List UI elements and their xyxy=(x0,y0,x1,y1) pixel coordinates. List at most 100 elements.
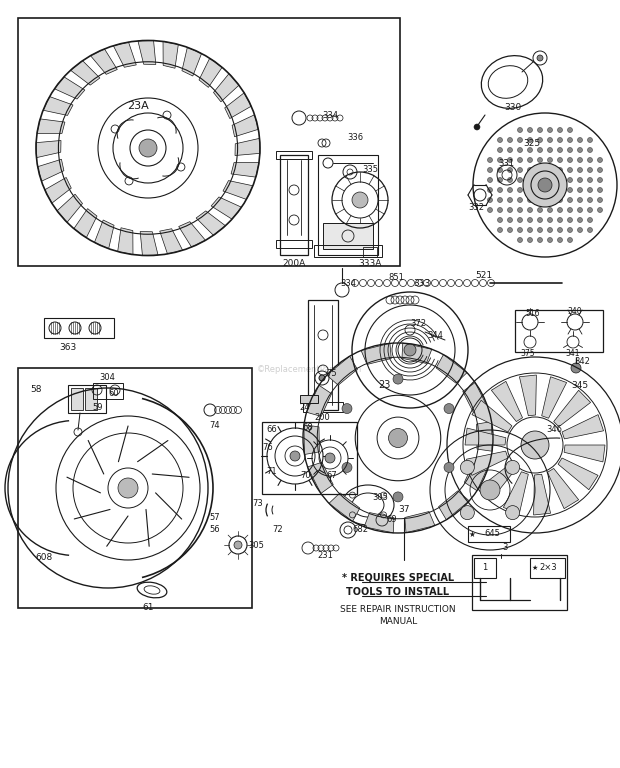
Circle shape xyxy=(474,124,480,130)
Circle shape xyxy=(547,157,552,163)
Circle shape xyxy=(557,227,562,233)
Text: 1: 1 xyxy=(482,564,487,572)
Polygon shape xyxy=(503,472,528,513)
Circle shape xyxy=(342,462,352,472)
Bar xyxy=(276,151,312,159)
Text: 335: 335 xyxy=(362,165,378,174)
Text: 37: 37 xyxy=(398,505,410,515)
Circle shape xyxy=(497,227,502,233)
Text: 345: 345 xyxy=(572,380,588,389)
Polygon shape xyxy=(534,475,551,515)
Circle shape xyxy=(567,147,572,153)
Circle shape xyxy=(567,217,572,223)
Circle shape xyxy=(518,217,523,223)
Polygon shape xyxy=(364,512,394,533)
Bar xyxy=(18,18,400,266)
Text: 341: 341 xyxy=(565,349,580,357)
Text: 346: 346 xyxy=(546,425,562,435)
Text: 2×3: 2×3 xyxy=(539,564,557,572)
Polygon shape xyxy=(436,355,467,383)
Circle shape xyxy=(557,177,562,183)
Text: 336: 336 xyxy=(347,133,363,141)
Circle shape xyxy=(547,197,552,203)
Text: 74: 74 xyxy=(210,421,220,429)
Circle shape xyxy=(497,147,502,153)
Polygon shape xyxy=(91,49,117,74)
Circle shape xyxy=(508,197,513,203)
Circle shape xyxy=(518,227,523,233)
Circle shape xyxy=(577,177,583,183)
Circle shape xyxy=(521,431,549,459)
Circle shape xyxy=(567,207,572,213)
Circle shape xyxy=(567,187,572,193)
Circle shape xyxy=(480,480,500,500)
Bar xyxy=(318,155,378,255)
Circle shape xyxy=(577,217,583,223)
Text: 69: 69 xyxy=(387,515,397,525)
Circle shape xyxy=(577,197,583,203)
Bar xyxy=(280,155,308,255)
Polygon shape xyxy=(466,451,508,475)
Polygon shape xyxy=(492,382,523,422)
Polygon shape xyxy=(113,42,136,68)
Polygon shape xyxy=(232,114,259,137)
Circle shape xyxy=(497,167,502,173)
Text: 332: 332 xyxy=(468,204,484,213)
Circle shape xyxy=(319,375,325,381)
Polygon shape xyxy=(211,197,241,219)
Circle shape xyxy=(393,374,403,384)
Circle shape xyxy=(497,187,502,193)
Bar xyxy=(68,385,106,413)
Circle shape xyxy=(528,217,533,223)
Text: 72: 72 xyxy=(273,525,283,535)
Bar xyxy=(262,422,357,494)
Circle shape xyxy=(577,167,583,173)
Circle shape xyxy=(557,147,562,153)
Bar xyxy=(44,318,114,338)
Polygon shape xyxy=(329,493,360,521)
Circle shape xyxy=(528,197,533,203)
Polygon shape xyxy=(554,390,591,427)
Text: 24: 24 xyxy=(299,402,310,412)
Circle shape xyxy=(577,137,583,143)
Circle shape xyxy=(538,178,552,192)
Polygon shape xyxy=(55,77,85,99)
Circle shape xyxy=(508,147,513,153)
Circle shape xyxy=(461,505,474,520)
Text: 375: 375 xyxy=(521,349,535,357)
Circle shape xyxy=(588,147,593,153)
Text: 340: 340 xyxy=(568,306,582,316)
Bar xyxy=(363,247,377,257)
Text: ©ReplacementParts.com: ©ReplacementParts.com xyxy=(257,366,363,375)
Circle shape xyxy=(342,403,352,413)
Text: 60: 60 xyxy=(108,389,119,398)
Circle shape xyxy=(547,147,552,153)
Text: 330: 330 xyxy=(505,104,521,112)
Circle shape xyxy=(577,157,583,163)
Bar xyxy=(468,526,510,542)
Text: 344: 344 xyxy=(427,330,443,339)
Bar xyxy=(93,383,123,399)
Text: 57: 57 xyxy=(210,514,220,522)
Text: 67: 67 xyxy=(327,471,337,479)
Circle shape xyxy=(497,137,502,143)
Circle shape xyxy=(139,139,157,157)
Text: * REQUIRES SPECIAL: * REQUIRES SPECIAL xyxy=(342,573,454,583)
Text: 333A: 333A xyxy=(358,260,382,269)
Circle shape xyxy=(547,137,552,143)
Circle shape xyxy=(518,237,523,243)
Text: 342: 342 xyxy=(574,357,590,366)
Polygon shape xyxy=(224,93,251,118)
Circle shape xyxy=(598,177,603,183)
Circle shape xyxy=(497,217,502,223)
Circle shape xyxy=(567,237,572,243)
Circle shape xyxy=(571,363,581,373)
Circle shape xyxy=(444,403,454,413)
Circle shape xyxy=(588,187,593,193)
Text: ★: ★ xyxy=(469,529,476,538)
Circle shape xyxy=(577,207,583,213)
Polygon shape xyxy=(465,428,506,445)
Circle shape xyxy=(557,187,562,193)
Polygon shape xyxy=(235,138,260,155)
Text: 334: 334 xyxy=(322,111,338,120)
